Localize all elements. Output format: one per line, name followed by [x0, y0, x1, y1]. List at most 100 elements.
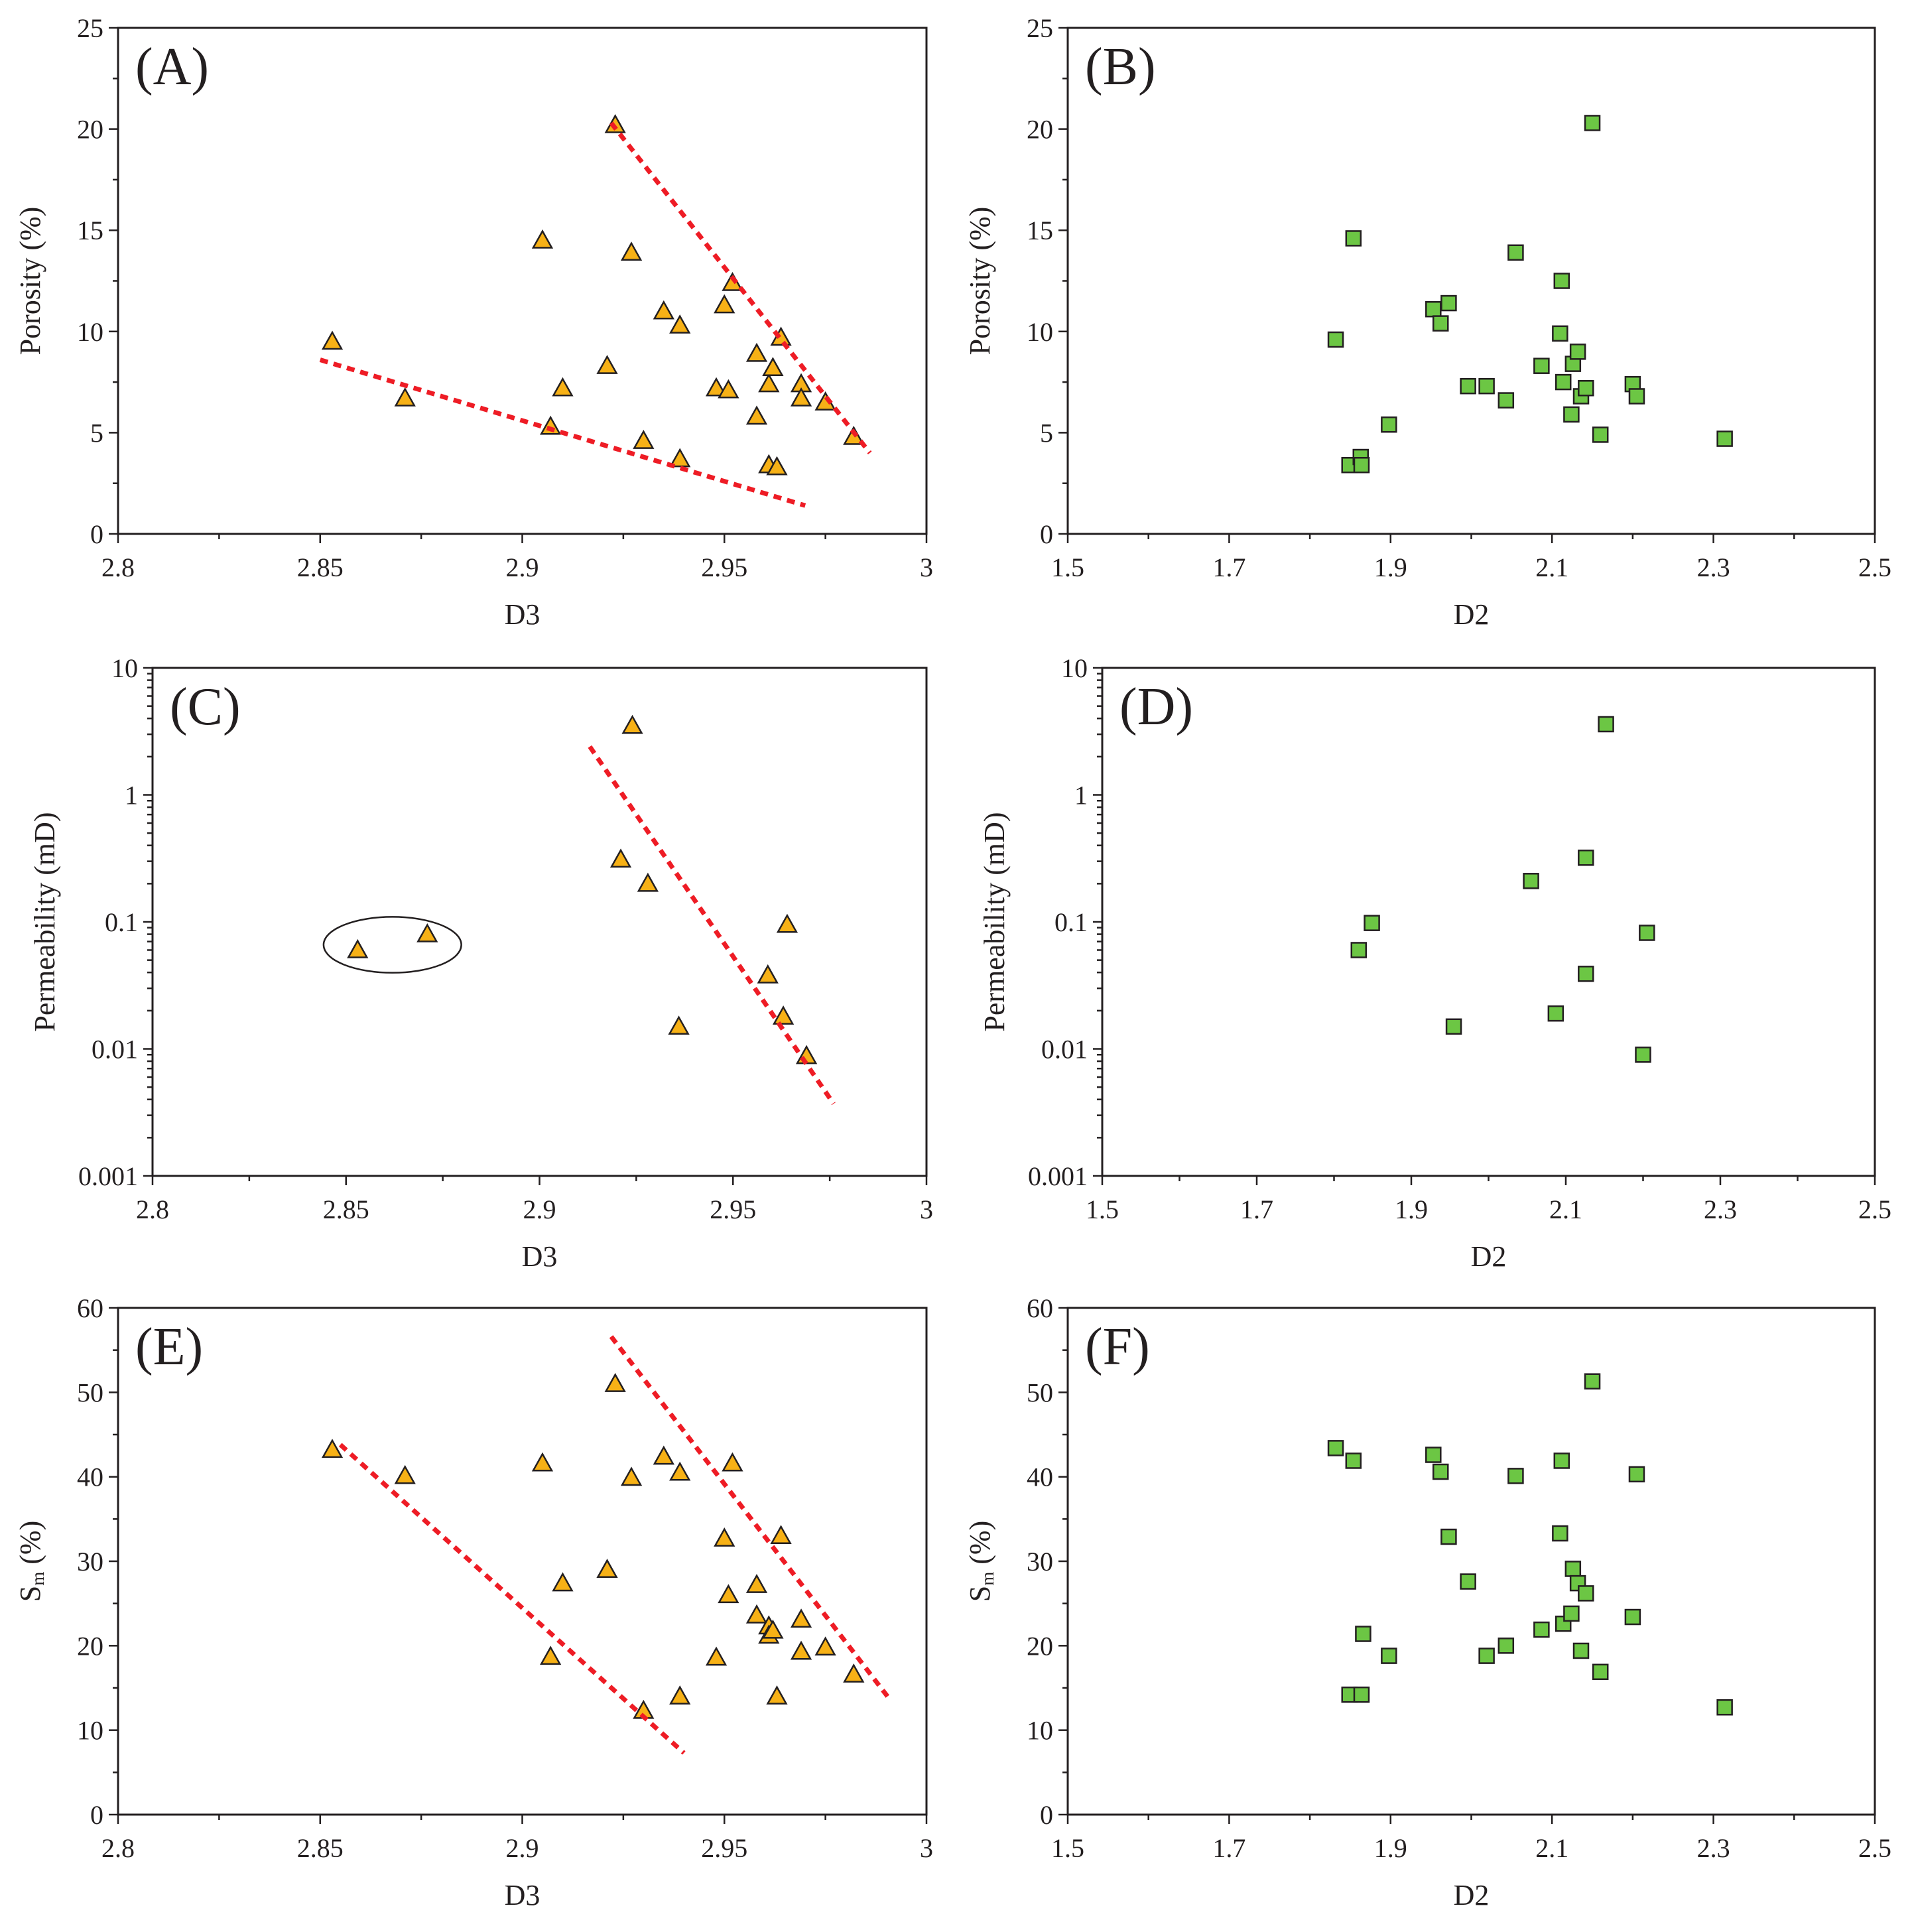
data-point-triangle	[790, 1640, 812, 1660]
data-point-square	[1584, 115, 1601, 131]
data-point-triangle	[620, 241, 643, 261]
y-tick-label: 40	[1027, 1462, 1053, 1492]
y-tick-label: 60	[1027, 1293, 1053, 1323]
y-tick-label: 0.1	[1054, 907, 1088, 937]
data-point-triangle	[620, 1466, 643, 1486]
y-tick-label: 25	[77, 13, 103, 43]
y-tick-label: 20	[1027, 115, 1053, 145]
x-tick-label: 3	[920, 552, 933, 582]
data-point-square	[1553, 273, 1570, 289]
x-tick-label: 3	[920, 1833, 933, 1863]
data-point-triangle	[718, 379, 739, 399]
x-tick-label: 1.5	[1051, 552, 1084, 582]
data-point-triangle	[347, 938, 369, 958]
data-point-square	[1432, 315, 1449, 332]
data-point-square	[1507, 244, 1524, 261]
panel-c: 2.8 2.85 2.9 2.95 3 0.001 0.01 0.1 1 10 D3 Permeabi…	[29, 653, 933, 1273]
x-tick-label: 1.9	[1374, 1833, 1407, 1863]
y-tick-label: 30	[77, 1547, 103, 1577]
data-point-square	[1555, 373, 1572, 391]
data-point-triangle	[814, 1636, 836, 1656]
data-point-triangle	[790, 387, 812, 407]
data-point-square	[1563, 406, 1580, 423]
data-point-triangle	[604, 1373, 626, 1392]
data-point-triangle	[718, 1584, 739, 1604]
y-tick-label: 0.01	[92, 1035, 138, 1064]
x-axis-label: D3	[522, 1240, 558, 1273]
data-point-triangle	[766, 456, 788, 476]
y-tick-label: 40	[77, 1462, 103, 1492]
x-tick-label: 2.85	[297, 1833, 344, 1863]
y-tick-label: 25	[1027, 13, 1053, 43]
y-tick-label: 10	[111, 653, 138, 683]
data-point-square	[1345, 230, 1362, 247]
data-point-square	[1578, 380, 1594, 397]
data-point-square	[1716, 1699, 1733, 1716]
data-point-square	[1497, 392, 1515, 409]
data-point-triangle	[633, 430, 655, 449]
data-point-triangle	[776, 913, 798, 933]
data-point-triangle	[552, 377, 574, 397]
x-axis-label: D2	[1454, 1879, 1490, 1911]
y-axis-label-subscript: m	[28, 1572, 48, 1586]
data-point-triangle	[416, 923, 438, 942]
data-point-square	[1353, 1686, 1370, 1703]
data-point-triangle	[637, 872, 659, 892]
data-point-square	[1572, 1642, 1590, 1659]
y-axis-label: Permeability (mD)	[978, 812, 1011, 1031]
data-point-triangle	[669, 1685, 691, 1705]
x-tick-label: 2.9	[506, 552, 539, 582]
data-point-square	[1381, 416, 1397, 433]
data-point-triangle	[714, 294, 735, 314]
data-point-square	[1598, 716, 1614, 733]
data-point-square	[1440, 294, 1457, 312]
cluster-ellipse	[322, 916, 462, 974]
x-tick-label: 2.9	[523, 1194, 556, 1224]
y-axis-label-subscript: m	[978, 1572, 997, 1586]
x-tick-label: 2.95	[701, 552, 747, 582]
data-point-triangle	[540, 415, 562, 435]
y-axis-label: Permeability (mD)	[29, 812, 61, 1031]
panel-label: (F)	[1085, 1318, 1150, 1376]
data-point-square	[1628, 1466, 1645, 1483]
x-tick-label: 2.85	[297, 552, 344, 582]
x-axis-label: D2	[1471, 1240, 1507, 1273]
data-point-square	[1364, 915, 1380, 931]
y-tick-label: 0	[90, 519, 103, 549]
x-tick-label: 2.5	[1858, 1833, 1891, 1863]
panel-a: 2.8 2.85 2.9 2.95 3 0 5 10 15 20 25 D3 Porosity (%) (…	[14, 13, 933, 631]
data-point-triangle	[394, 387, 416, 407]
y-tick-label: 30	[1027, 1547, 1053, 1577]
y-tick-label: 50	[1027, 1378, 1053, 1407]
y-axis-label: Sm (%)	[964, 1521, 997, 1602]
data-point-triangle	[321, 330, 344, 350]
y-axis-label: Porosity (%)	[964, 207, 996, 355]
trend-line	[338, 1443, 686, 1755]
data-point-triangle	[621, 714, 643, 734]
x-tick-label: 1.9	[1395, 1194, 1428, 1224]
data-point-square	[1553, 1452, 1570, 1469]
data-point-triangle	[766, 1685, 788, 1705]
trend-line	[588, 745, 836, 1106]
data-point-square	[1445, 1018, 1462, 1035]
y-axis-label-unit: (%)	[14, 1521, 46, 1572]
x-tick-label: 1.7	[1240, 1194, 1273, 1224]
x-axis-label: D3	[505, 598, 541, 631]
x-tick-label: 2.3	[1697, 552, 1730, 582]
y-tick-label: 0.01	[1041, 1035, 1088, 1064]
data-point-triangle	[745, 405, 768, 425]
x-tick-label: 2.95	[701, 1833, 747, 1863]
data-point-triangle	[705, 377, 728, 397]
data-point-square	[1507, 1468, 1524, 1484]
x-tick-label: 2.8	[136, 1194, 169, 1224]
data-point-triangle	[705, 1646, 728, 1666]
data-point-triangle	[669, 314, 691, 334]
data-point-triangle	[552, 1572, 574, 1592]
data-point-square	[1353, 456, 1370, 474]
data-point-triangle	[596, 355, 618, 374]
x-tick-label: 2.3	[1697, 1833, 1730, 1863]
data-point-triangle	[609, 848, 632, 868]
data-point-triangle	[843, 1663, 865, 1683]
